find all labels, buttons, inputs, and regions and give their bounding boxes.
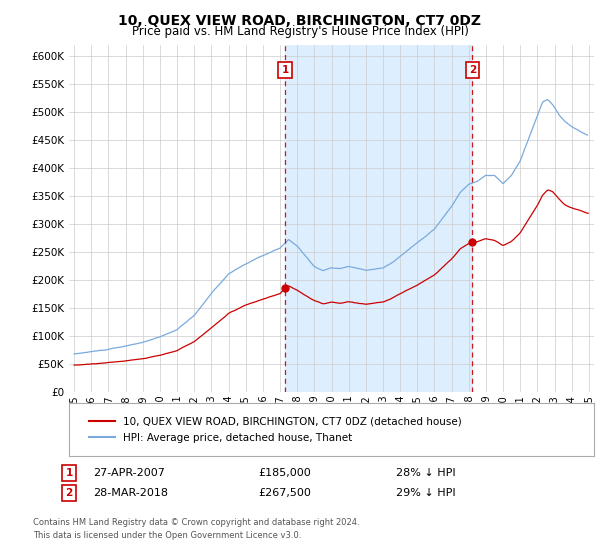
Text: 28-MAR-2018: 28-MAR-2018 [93, 488, 168, 498]
Text: £185,000: £185,000 [258, 468, 311, 478]
Text: Price paid vs. HM Land Registry's House Price Index (HPI): Price paid vs. HM Land Registry's House … [131, 25, 469, 38]
Legend: 10, QUEX VIEW ROAD, BIRCHINGTON, CT7 0DZ (detached house), HPI: Average price, d: 10, QUEX VIEW ROAD, BIRCHINGTON, CT7 0DZ… [85, 412, 466, 447]
Text: 2: 2 [65, 488, 73, 498]
Text: 29% ↓ HPI: 29% ↓ HPI [396, 488, 455, 498]
Text: 2: 2 [469, 65, 476, 75]
Text: Contains HM Land Registry data © Crown copyright and database right 2024.
This d: Contains HM Land Registry data © Crown c… [33, 519, 359, 540]
Text: 27-APR-2007: 27-APR-2007 [93, 468, 165, 478]
Text: £267,500: £267,500 [258, 488, 311, 498]
Text: 1: 1 [281, 65, 289, 75]
Text: 1: 1 [65, 468, 73, 478]
Bar [285, 45, 472, 392]
Text: 28% ↓ HPI: 28% ↓ HPI [396, 468, 455, 478]
Text: 10, QUEX VIEW ROAD, BIRCHINGTON, CT7 0DZ: 10, QUEX VIEW ROAD, BIRCHINGTON, CT7 0DZ [119, 14, 482, 28]
